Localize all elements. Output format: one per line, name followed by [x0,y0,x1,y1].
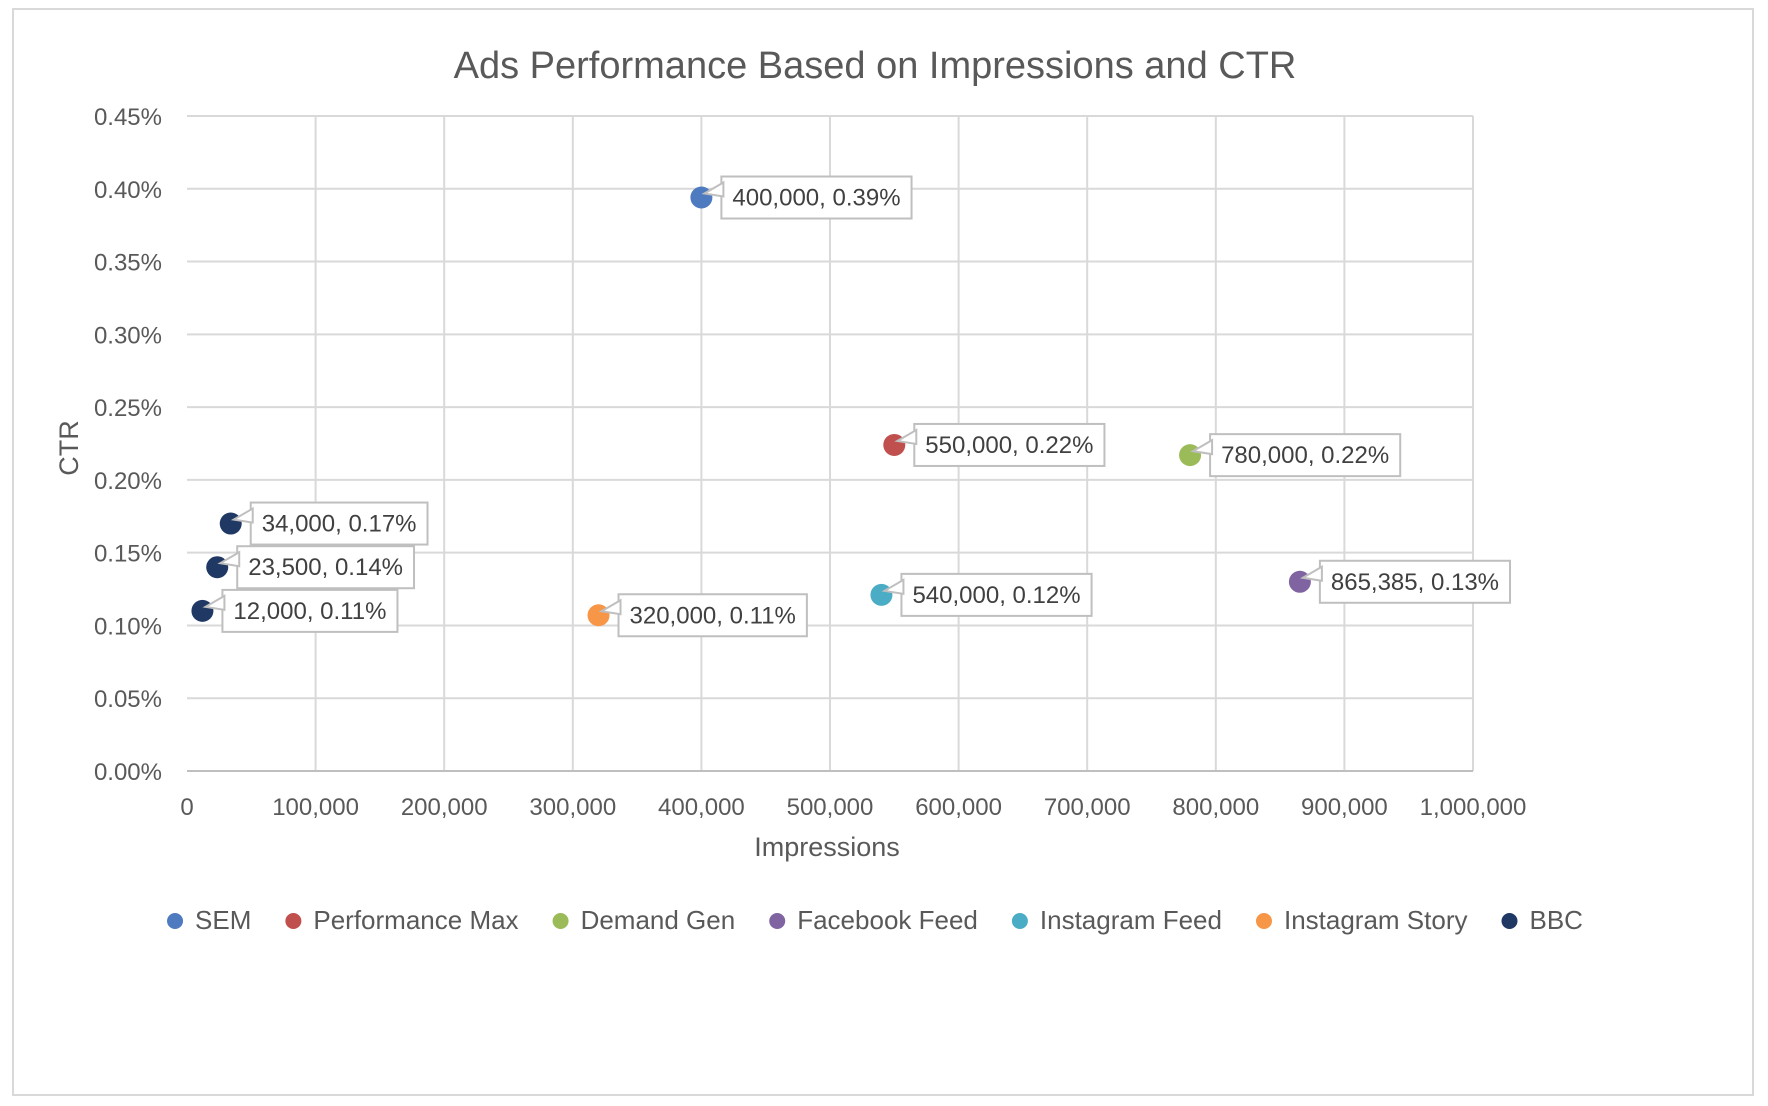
svg-text:320,000, 0.11%: 320,000, 0.11% [630,602,796,629]
svg-text:540,000, 0.12%: 540,000, 0.12% [912,582,1080,609]
data-label: 320,000, 0.11% [598,593,808,638]
chart-frame: Ads Performance Based on Impressions and… [12,8,1754,1096]
data-label: 400,000, 0.39% [701,175,913,220]
svg-text:23,500, 0.14%: 23,500, 0.14% [248,554,403,581]
svg-text:550,000, 0.22%: 550,000, 0.22% [925,432,1093,459]
x-tick-label: 1,000,000 [1420,794,1527,821]
y-tick-label: 0.15% [94,541,162,568]
y-tick-label: 0.30% [94,322,162,349]
legend-label: Instagram Feed [1040,905,1222,935]
legend-item: Instagram Story [1255,905,1468,935]
x-tick-label: 900,000 [1301,794,1388,821]
axes: 0 100,000 200,000 300,000 400,000 500,000 600,… [94,104,1526,821]
x-tick-label: 100,000 [272,794,359,821]
y-tick-label: 0.00% [94,759,162,786]
svg-text:12,000, 0.11%: 12,000, 0.11% [233,598,386,625]
data-labels: 400,000, 0.39% 550,000, 0.22% 780,000, 0.2… [202,175,1512,638]
svg-text:865,385, 0.13%: 865,385, 0.13% [1331,569,1499,596]
data-label: 12,000, 0.11% [202,588,399,633]
data-label: 34,000, 0.17% [230,501,429,546]
y-tick-label: 0.20% [94,468,162,495]
legend-label: Performance Max [313,905,518,935]
x-tick-label: 600,000 [915,794,1002,821]
x-tick-label: 200,000 [401,794,488,821]
y-tick-label: 0.10% [94,613,162,640]
data-label: 540,000, 0.12% [881,572,1093,617]
x-tick-label: 300,000 [529,794,616,821]
legend-item: Demand Gen [552,905,736,935]
y-tick-label: 0.25% [94,395,162,422]
y-tick-label: 0.05% [94,686,162,713]
legend-marker [1255,913,1272,929]
legend-item: Facebook Feed [769,905,978,935]
legend-item: Instagram Feed [1011,905,1222,935]
legend-label: Instagram Story [1284,905,1468,935]
legend-marker [769,913,786,929]
x-tick-label: 500,000 [787,794,874,821]
svg-text:400,000, 0.39%: 400,000, 0.39% [732,185,900,212]
x-tick-label: 0 [180,794,193,821]
legend-label: Demand Gen [581,905,736,935]
legend-item: BBC [1501,905,1583,935]
legend-marker [1501,913,1518,929]
scatter-chart: Ads Performance Based on Impressions and… [54,45,1583,935]
legend-marker [1011,913,1028,929]
legend-item: SEM [167,905,251,935]
data-label: 23,500, 0.14% [217,545,416,590]
legend-item: Performance Max [285,905,519,935]
legend-marker [167,913,184,929]
x-tick-label: 800,000 [1172,794,1259,821]
legend-label: SEM [195,905,251,935]
data-label: 780,000, 0.22% [1190,433,1402,478]
data-label: 865,385, 0.13% [1299,559,1512,604]
y-tick-label: 0.45% [94,104,162,131]
legend: SEM Performance Max Demand Gen Facebook Fee… [167,905,1583,935]
y-tick-label: 0.35% [94,250,162,277]
y-axis-title: CTR [54,420,84,476]
legend-label: Facebook Feed [797,905,978,935]
legend-marker [285,913,302,929]
y-tick-label: 0.40% [94,177,162,204]
svg-text:780,000, 0.22%: 780,000, 0.22% [1221,442,1389,469]
x-tick-label: 700,000 [1044,794,1131,821]
x-axis-title: Impressions [754,832,900,862]
chart-title: Ads Performance Based on Impressions and… [454,45,1297,87]
legend-marker [552,913,569,929]
legend-label: BBC [1530,905,1583,935]
data-label: 550,000, 0.22% [894,422,1106,467]
svg-text:34,000, 0.17%: 34,000, 0.17% [262,511,417,538]
x-tick-label: 400,000 [658,794,745,821]
